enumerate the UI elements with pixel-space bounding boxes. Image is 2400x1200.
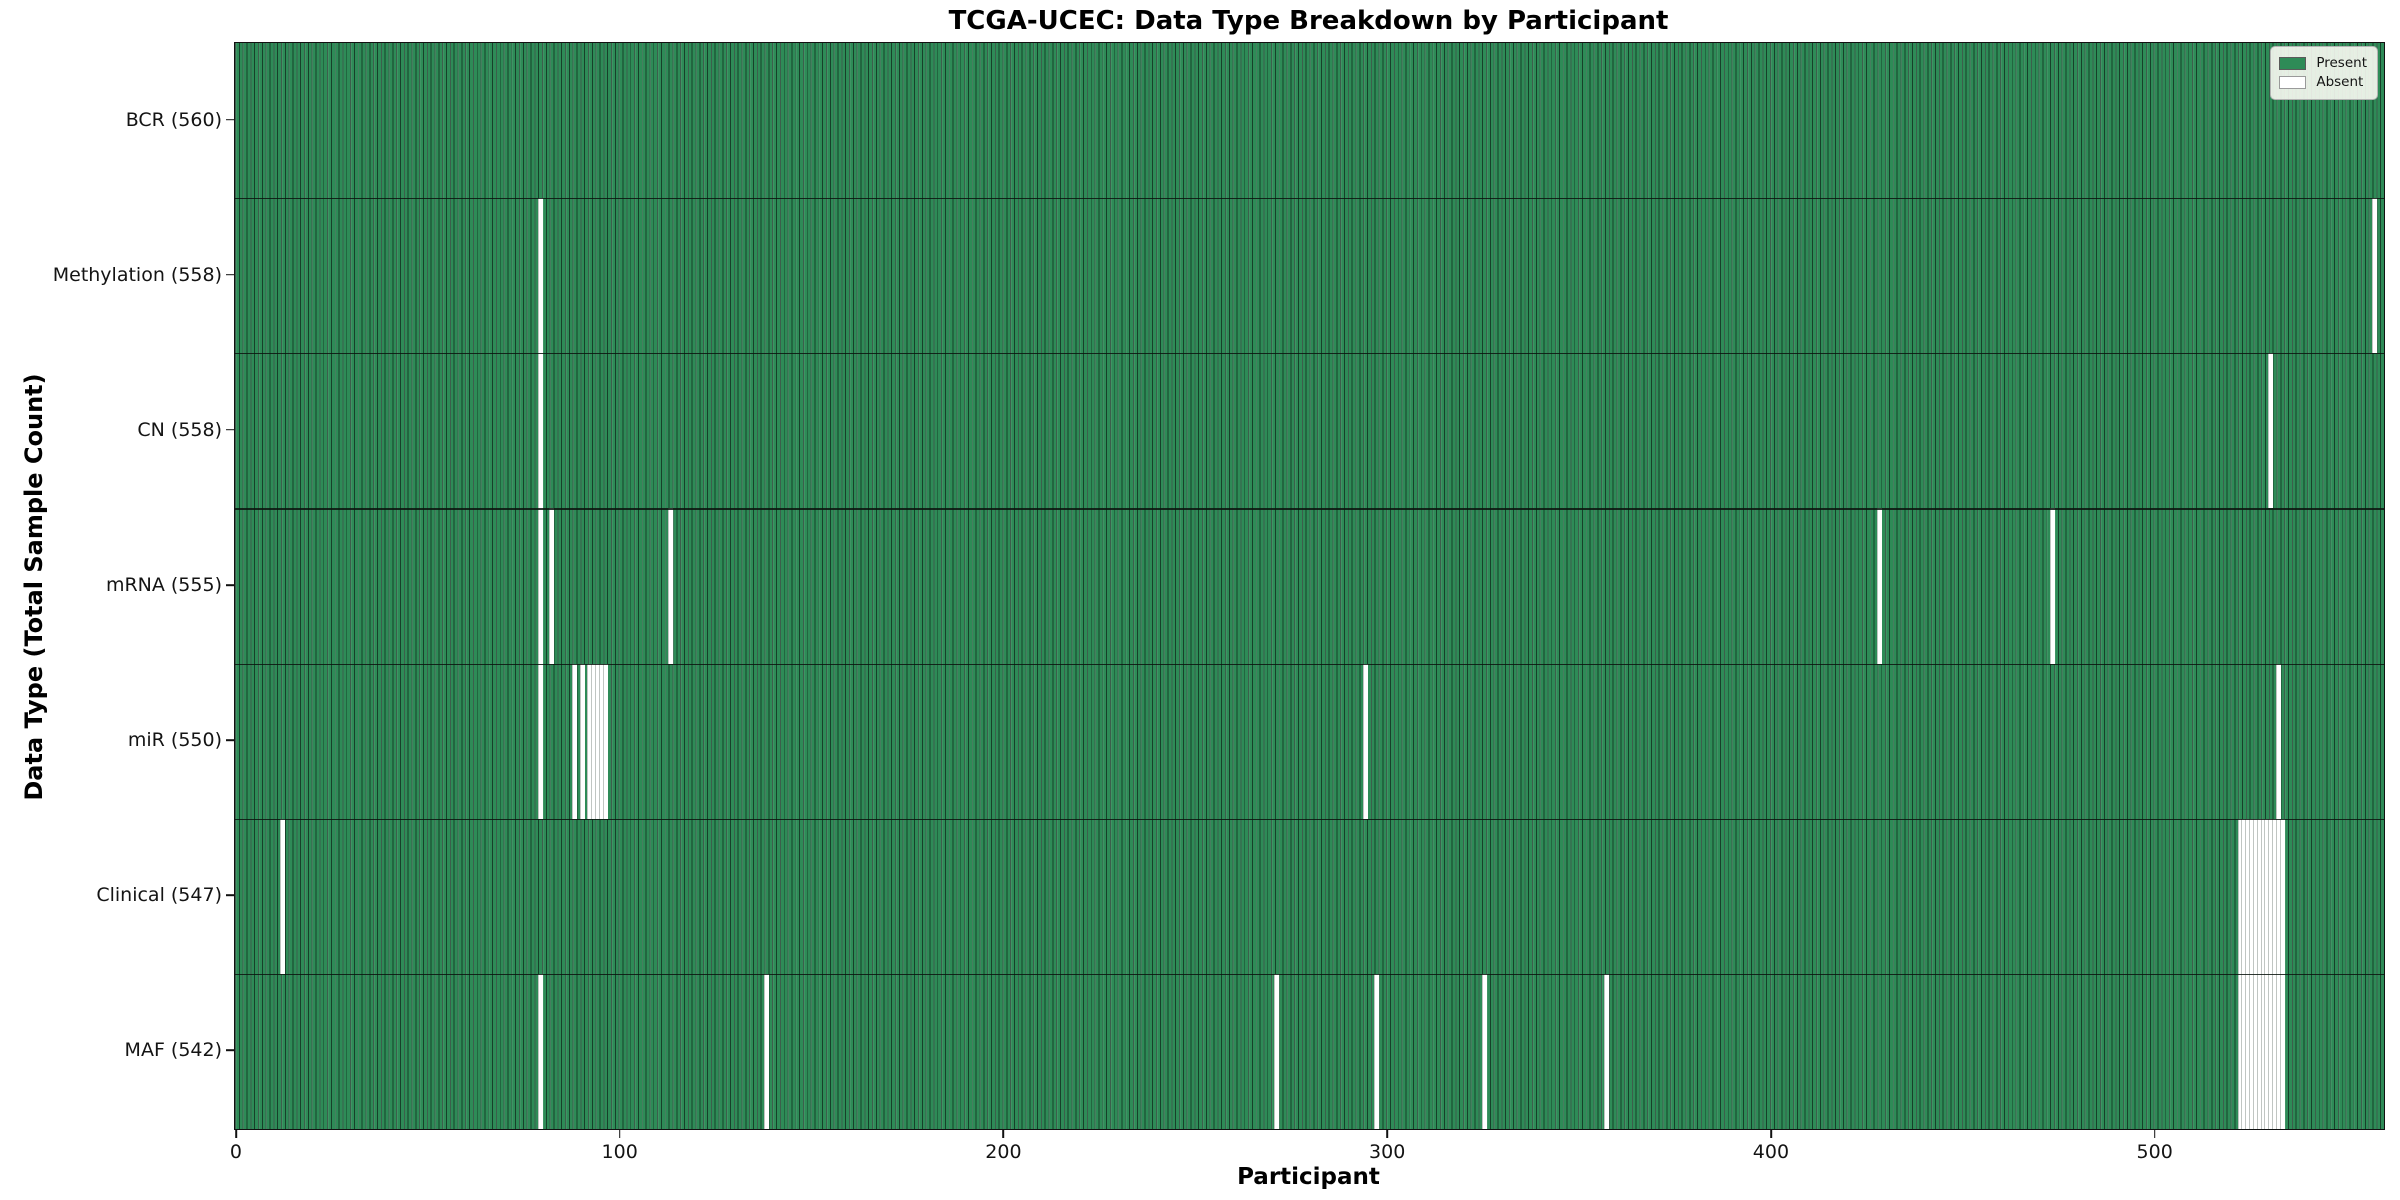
absent-cell-MAF-297	[1374, 973, 1380, 1129]
absent-cell-MAF-526	[2252, 973, 2258, 1129]
row-boundary	[235, 663, 2384, 665]
y-tick-mark	[226, 429, 234, 431]
absent-cell-mRNA-113	[668, 508, 674, 664]
x-tick-label-300: 300	[1369, 1141, 1406, 1163]
absent-cell-CN-530	[2268, 353, 2274, 509]
legend-item-present: Present	[2279, 55, 2367, 71]
absent-cell-Clinical-530	[2268, 818, 2274, 974]
absent-cell-MAF-532	[2275, 973, 2281, 1129]
absent-cell-MAF-325	[1481, 973, 1487, 1129]
x-tick-mark	[618, 1129, 621, 1138]
absent-cell-MAF-522	[2237, 973, 2243, 1129]
absent-cell-miR-90	[579, 663, 585, 819]
absent-cell-Clinical-523	[2241, 818, 2247, 974]
absent-cell-Clinical-524	[2245, 818, 2251, 974]
absent-cell-MAF-528	[2260, 973, 2266, 1129]
absent-cell-miR-532	[2275, 663, 2281, 819]
absent-cell-Clinical-527	[2256, 818, 2262, 974]
row-boundary	[235, 353, 2384, 355]
absent-cell-Clinical-531	[2272, 818, 2278, 974]
absent-cell-MAF-271	[1274, 973, 1280, 1129]
absent-swatch-icon	[2279, 75, 2307, 89]
absent-cell-MAF-529	[2264, 973, 2270, 1129]
y-tick-label-mRNA: mRNA (555)	[105, 574, 222, 596]
absent-cell-miR-88	[572, 663, 578, 819]
y-tick-mark	[226, 894, 234, 897]
x-tick-mark	[1386, 1129, 1388, 1138]
y-tick-label-MAF: MAF (542)	[124, 1039, 222, 1062]
y-tick-mark	[226, 1049, 234, 1052]
absent-cell-mRNA-82	[549, 508, 555, 664]
absent-cell-MAF-527	[2256, 973, 2262, 1129]
absent-cell-mRNA-428	[1876, 508, 1882, 664]
absent-cell-miR-96	[602, 663, 608, 819]
absent-cell-Clinical-525	[2249, 818, 2255, 974]
absent-cell-MAF-530	[2268, 973, 2274, 1129]
x-tick-label-0: 0	[229, 1141, 242, 1163]
y-tick-mark	[226, 739, 234, 741]
absent-cell-mRNA-473	[2049, 508, 2055, 664]
absent-cell-miR-93	[591, 663, 597, 819]
plot-area	[234, 42, 2385, 1130]
absent-cell-MAF-533	[2279, 973, 2285, 1129]
absent-cell-Methylation-79	[537, 198, 543, 354]
absent-cell-Clinical-529	[2264, 818, 2270, 974]
row-boundary	[235, 818, 2384, 820]
legend-label-absent: Absent	[2316, 74, 2364, 90]
y-tick-label-Methylation: Methylation (558)	[52, 263, 222, 286]
y-tick-mark	[226, 118, 234, 121]
x-tick-mark	[1770, 1129, 1772, 1138]
y-tick-label-Clinical: Clinical (547)	[96, 884, 222, 907]
absent-cell-mRNA-79	[537, 508, 543, 664]
absent-cell-Clinical-532	[2275, 818, 2281, 974]
absent-cell-MAF-138	[763, 973, 769, 1129]
x-tick-mark	[2153, 1129, 2156, 1138]
absent-cell-Clinical-522	[2237, 818, 2243, 974]
chart-title: TCGA-UCEC: Data Type Breakdown by Partic…	[948, 6, 1669, 36]
y-tick-mark	[226, 584, 234, 586]
absent-cell-MAF-79	[537, 973, 543, 1129]
x-tick-label-200: 200	[985, 1141, 1022, 1163]
absent-cell-MAF-525	[2249, 973, 2255, 1129]
absent-cell-miR-94	[595, 663, 601, 819]
absent-cell-miR-92	[587, 663, 593, 819]
x-tick-mark	[1002, 1129, 1005, 1138]
y-tick-label-CN: CN (558)	[137, 418, 222, 441]
absent-cell-MAF-524	[2245, 973, 2251, 1129]
absent-cell-Clinical-12	[280, 818, 286, 974]
absent-cell-miR-294	[1362, 663, 1368, 819]
absent-cell-MAF-531	[2272, 973, 2278, 1129]
x-tick-label-400: 400	[1752, 1141, 1790, 1163]
x-axis-title: Participant	[1237, 1164, 1380, 1190]
row-boundary	[235, 973, 2384, 976]
legend-label-present: Present	[2316, 55, 2367, 71]
legend-item-absent: Absent	[2279, 74, 2367, 90]
absent-cell-Clinical-528	[2260, 818, 2266, 974]
absent-cell-MAF-523	[2241, 973, 2247, 1129]
legend: Present Absent	[2270, 46, 2378, 100]
absent-cell-CN-79	[537, 353, 543, 509]
absent-cell-miR-79	[537, 663, 543, 819]
y-tick-mark	[226, 273, 234, 276]
x-tick-mark	[235, 1129, 237, 1138]
x-tick-label-500: 500	[2136, 1141, 2173, 1163]
row-boundary	[235, 198, 2384, 200]
y-tick-label-BCR: BCR (560)	[125, 108, 222, 131]
row-boundary	[235, 508, 2384, 510]
x-tick-label-100: 100	[601, 1141, 638, 1163]
absent-cell-Methylation-557	[2371, 198, 2377, 354]
y-tick-label-miR: miR (550)	[127, 729, 222, 752]
absent-cell-Clinical-526	[2252, 818, 2258, 974]
absent-cell-Clinical-533	[2279, 818, 2285, 974]
absent-cell-MAF-357	[1604, 973, 1610, 1129]
absent-cell-miR-95	[598, 663, 604, 819]
present-swatch-icon	[2279, 56, 2307, 70]
